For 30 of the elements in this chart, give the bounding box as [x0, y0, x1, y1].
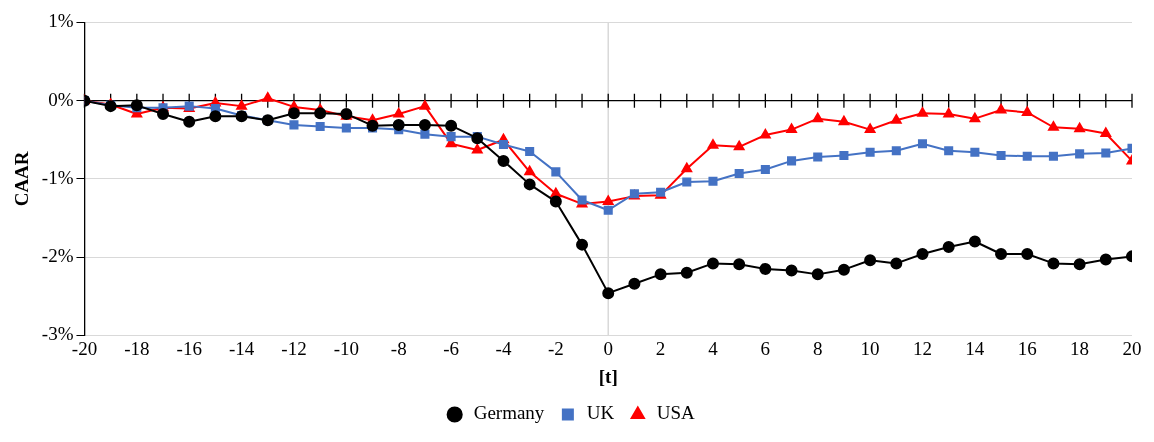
x-tick-label: -2	[547, 337, 564, 359]
legend-label: Germany	[473, 402, 545, 424]
legend-label: USA	[656, 402, 696, 424]
x-tick-label: 2	[655, 337, 666, 359]
y-tick-label: -3%	[41, 323, 74, 345]
y-tick-label: 0%	[48, 88, 74, 110]
x-tick-label: -18	[124, 337, 150, 359]
y-axis-title: CAAR	[11, 151, 33, 207]
x-tick-label: -16	[176, 337, 202, 359]
x-tick-label: 8	[812, 337, 823, 359]
x-tick-label: -8	[390, 337, 407, 359]
x-tick-label: 14	[965, 337, 985, 359]
x-tick-label: -14	[228, 337, 255, 359]
legend-label: UK	[586, 402, 615, 424]
x-tick-label: -6	[443, 337, 460, 359]
x-tick-label: 4	[708, 337, 719, 359]
y-tick-label: -2%	[41, 245, 74, 267]
x-tick-label: 20	[1122, 337, 1142, 359]
y-tick-label: 1%	[48, 10, 74, 32]
x-tick-label: 6	[760, 337, 771, 359]
x-axis-title: [t]	[598, 365, 618, 387]
x-tick-label: 16	[1017, 337, 1037, 359]
x-tick-label: 18	[1070, 337, 1090, 359]
x-tick-label: -4	[495, 337, 512, 359]
x-tick-label: 12	[912, 337, 932, 359]
x-tick-label: -12	[281, 337, 307, 359]
x-tick-label: 10	[860, 337, 880, 359]
x-tick-label: 0	[603, 337, 613, 359]
x-tick-label: -10	[333, 337, 359, 359]
y-tick-label: -1%	[41, 166, 74, 188]
